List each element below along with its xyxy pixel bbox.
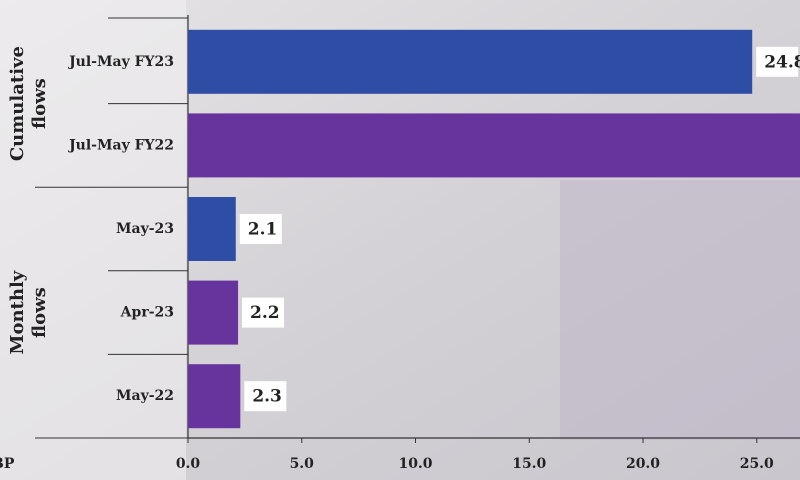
x-tick-label: 20.0: [626, 456, 660, 472]
group-label: Monthly: [7, 270, 28, 354]
x-tick-label: 5.0: [290, 456, 315, 472]
y-tick-label: Apr-23: [120, 305, 174, 321]
value-label-box: [239, 214, 282, 244]
y-tick-label: May-23: [116, 221, 174, 237]
bar: [188, 113, 800, 178]
group-label: flows: [29, 287, 50, 338]
x-tick-label: 0.0: [176, 456, 201, 472]
bar: [188, 197, 236, 261]
bar: [188, 29, 753, 94]
x-tick-label: 25.0: [740, 456, 774, 472]
x-tick-label: 10.0: [398, 456, 432, 472]
bar: [188, 364, 241, 429]
value-label: 2.3: [252, 387, 282, 407]
x-tick-label: 15.0: [512, 456, 546, 472]
group-label: flows: [29, 78, 50, 129]
value-label-box: [756, 46, 799, 77]
value-label: 24.8: [764, 52, 800, 72]
group-label: Cumulative: [7, 46, 28, 161]
label-panel: [0, 0, 186, 480]
y-tick-label: Jul-May FY22: [67, 137, 174, 153]
background-photo: [560, 180, 800, 440]
unit-label: BP: [0, 456, 15, 472]
value-label-box: [242, 297, 285, 328]
y-tick-label: May-22: [116, 388, 174, 404]
bar: [188, 280, 239, 345]
value-label: 2.1: [248, 220, 278, 240]
value-label-box: [244, 381, 287, 412]
y-tick-label: Jul-May FY23: [67, 54, 174, 70]
value-label: 2.2: [250, 303, 280, 323]
